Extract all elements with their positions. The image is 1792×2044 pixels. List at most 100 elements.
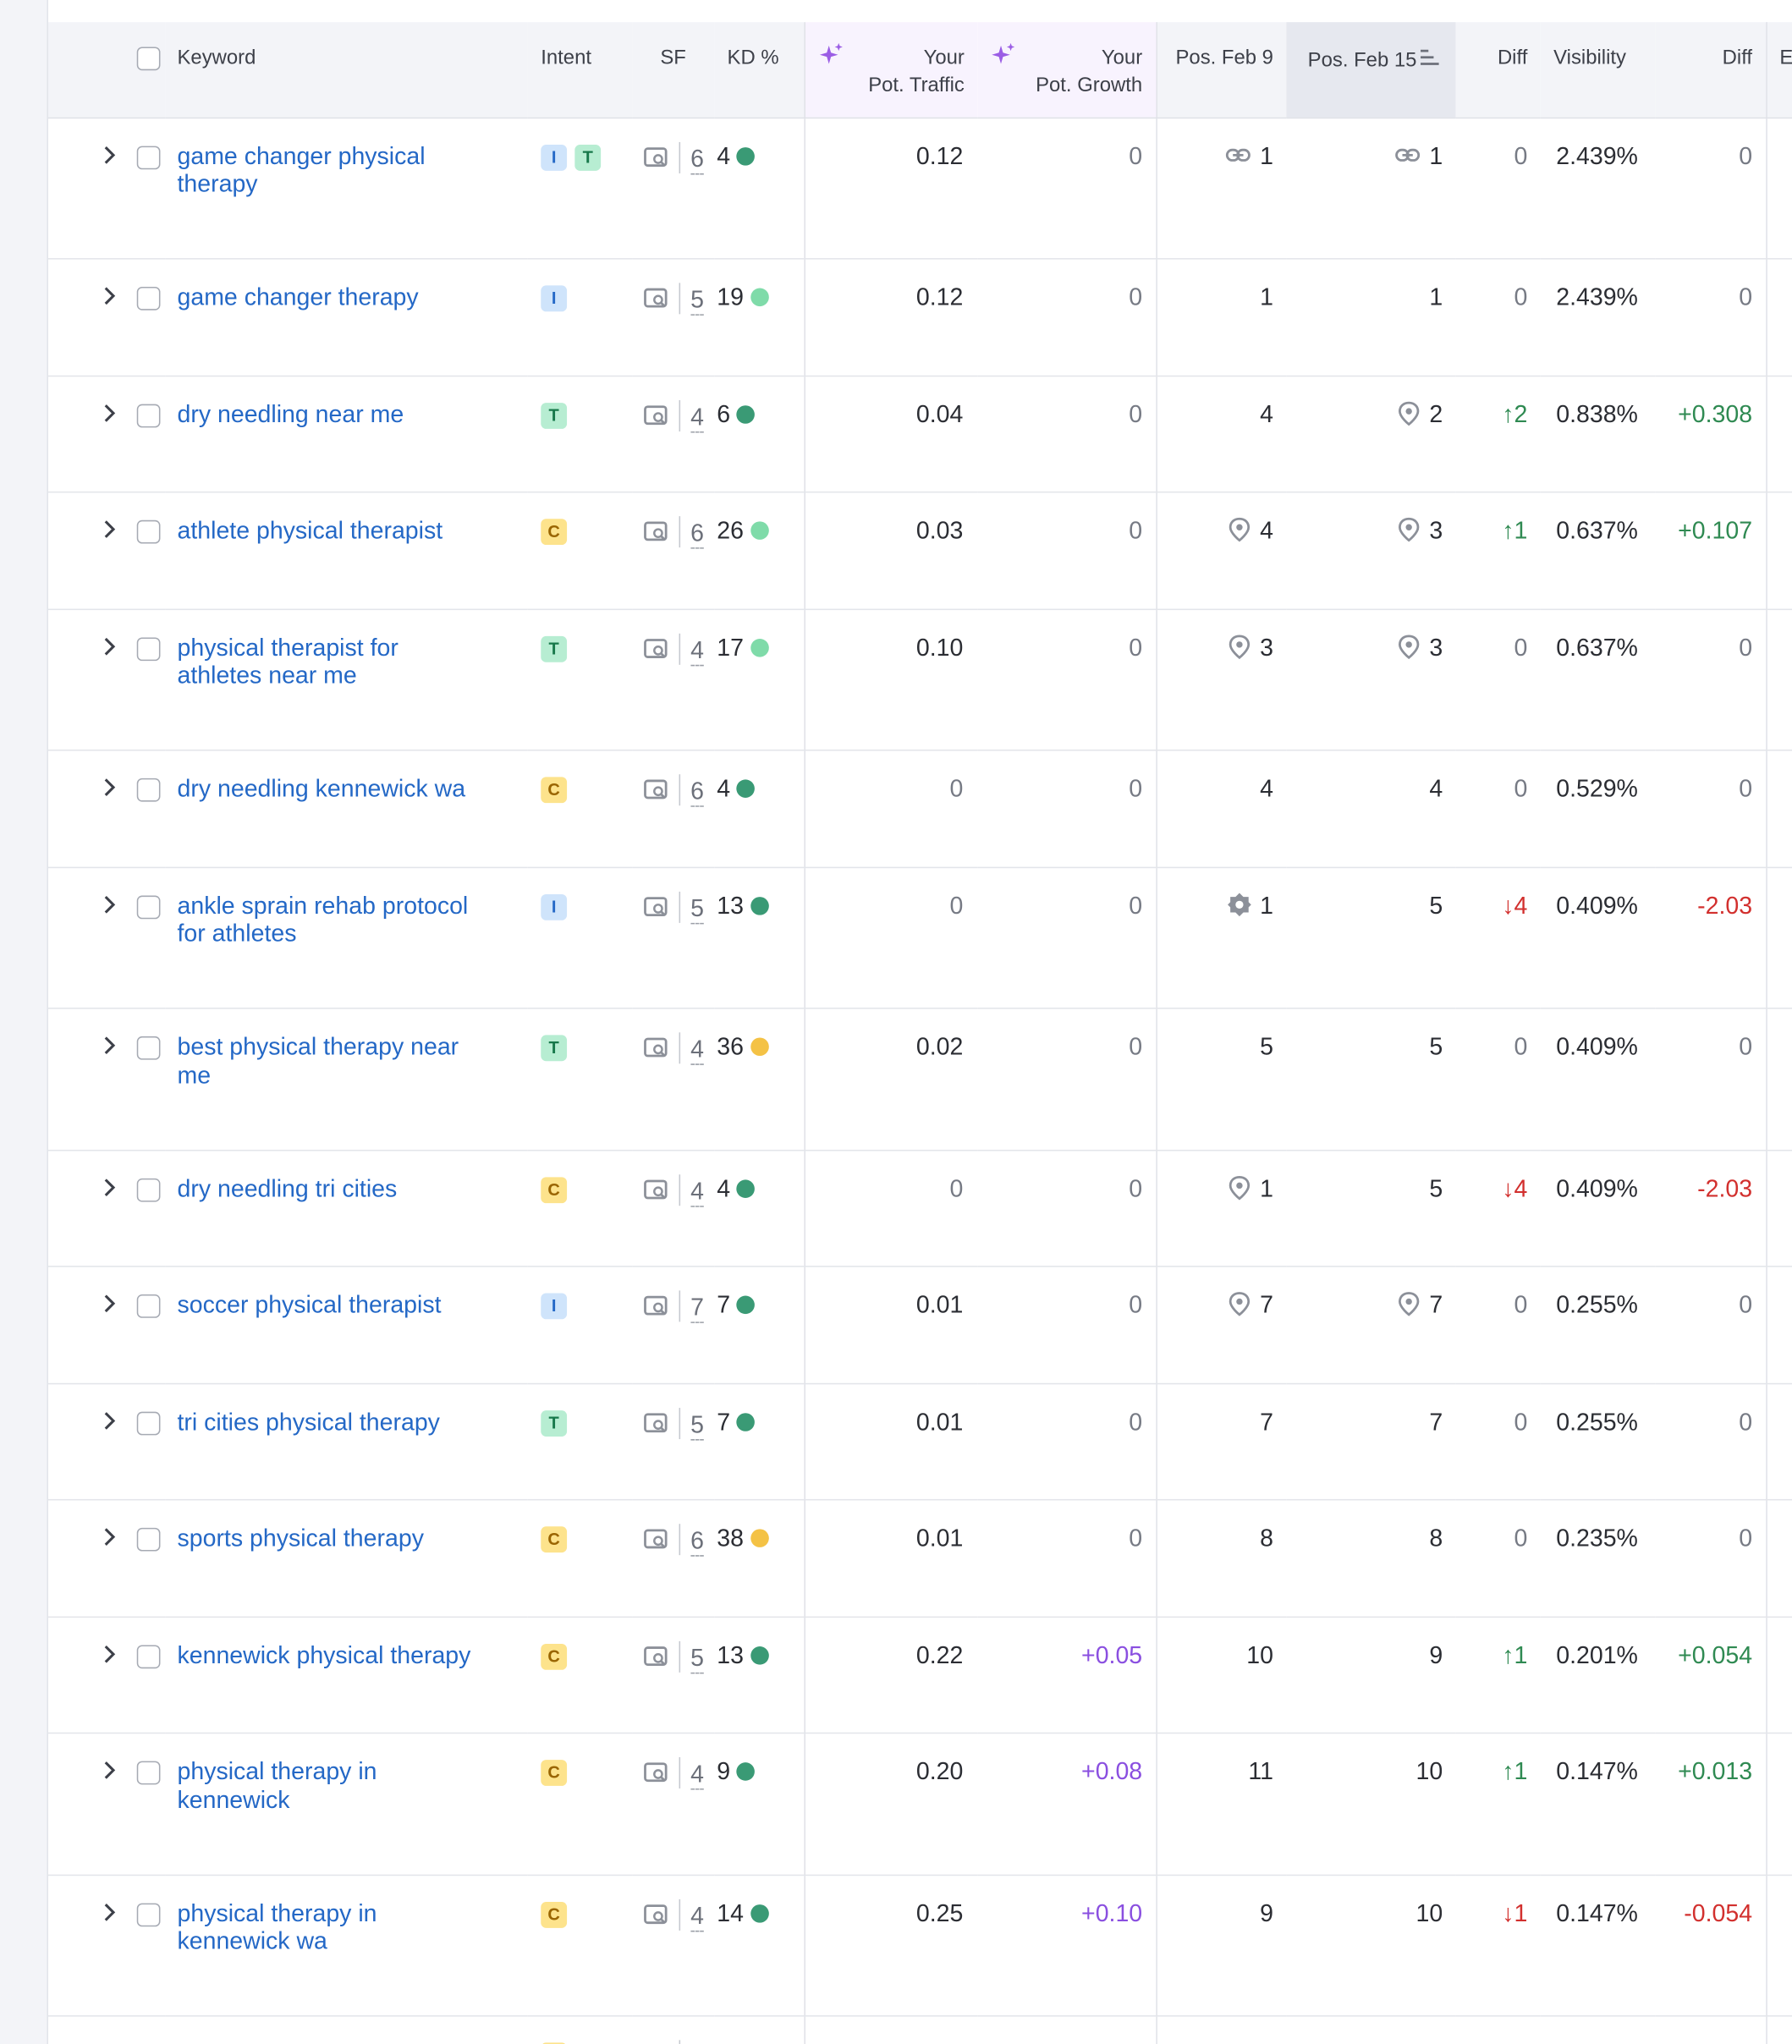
keyword-link[interactable]: game changer physical therapy: [177, 141, 426, 197]
row-checkbox[interactable]: [136, 636, 161, 661]
row-checkbox[interactable]: [136, 145, 161, 169]
position-text: 10: [1415, 1756, 1443, 1785]
pin-icon-svg: [1398, 400, 1419, 426]
pot-traffic: 0.02: [804, 1008, 978, 1151]
keyword-link[interactable]: dry needling near me: [177, 399, 404, 427]
row-checkbox[interactable]: [136, 1644, 161, 1668]
keyword-link[interactable]: dry needling tri cities: [177, 1173, 398, 1201]
position-diff-text: 0: [1514, 2040, 1527, 2044]
column-header[interactable]: Diff: [1455, 22, 1541, 118]
position-diff: ↑2: [1455, 375, 1541, 493]
expand-chevron[interactable]: [96, 2040, 123, 2044]
row-checkbox[interactable]: [136, 894, 161, 919]
kd-cell: 7: [714, 1382, 805, 1501]
column-header-text: Pos. Feb 9: [1175, 47, 1273, 69]
visibility-text: 0.147%: [1556, 1756, 1638, 1785]
expand-chevron[interactable]: [96, 283, 123, 310]
column-header[interactable]: Pos. Feb 9: [1156, 22, 1287, 118]
sf-cell: 4: [632, 1008, 715, 1151]
row-checkbox[interactable]: [136, 404, 161, 427]
position-cell: 1: [1156, 1149, 1287, 1267]
row-checkbox[interactable]: [136, 1294, 161, 1318]
expand-chevron-svg: [104, 404, 116, 421]
expand-chevron-svg: [104, 146, 116, 163]
expand-chevron[interactable]: [96, 1898, 123, 1926]
pin-icon-svg: [1229, 634, 1250, 659]
keyword-cell: kennewick physical therapy: [165, 1616, 528, 1734]
keyword-link[interactable]: tri cities physical therapy: [177, 1407, 440, 1435]
visibility: 0.409%: [1540, 1149, 1656, 1267]
column-header[interactable]: E: [1766, 22, 1792, 118]
keyword-link[interactable]: game changer therapy: [177, 283, 419, 310]
row-checkbox[interactable]: [136, 1178, 161, 1202]
expand-chevron[interactable]: [96, 633, 123, 660]
visibility-diff: 0: [1655, 117, 1767, 260]
visibility-diff: +0.054: [1655, 1616, 1767, 1734]
expand-chevron-svg: [96, 2040, 123, 2044]
expand-chevron[interactable]: [96, 1173, 123, 1201]
keyword-link[interactable]: physical therapy kennewick: [177, 2040, 470, 2044]
column-header[interactable]: Your Pot. Traffic: [804, 22, 978, 118]
sf-cell: 6: [632, 1499, 715, 1618]
row-checkbox[interactable]: [136, 519, 161, 544]
row-checkbox[interactable]: [136, 1902, 161, 1926]
row-checkbox[interactable]: [136, 778, 161, 802]
position-text: 3: [1429, 516, 1443, 544]
keyword-link[interactable]: dry needling kennewick wa: [177, 774, 466, 802]
position-cell: 7: [1286, 1266, 1456, 1384]
sf-count: 4: [690, 2042, 704, 2044]
visibility-text: 0.529%: [1556, 774, 1638, 802]
column-header[interactable]: Your Pot. Growth: [977, 22, 1157, 118]
position-text: 10: [1246, 1640, 1273, 1668]
serp-icon-svg: [643, 1762, 668, 1783]
position-text: 5: [1260, 1032, 1273, 1060]
column-header[interactable]: Pos. Feb 15: [1286, 22, 1456, 118]
serp-icon-svg: [643, 404, 668, 425]
expand-chevron[interactable]: [96, 1757, 123, 1784]
cut-cell: [1766, 866, 1792, 1009]
expand-chevron[interactable]: [96, 774, 123, 801]
pin-icon: [1226, 516, 1252, 543]
column-header[interactable]: KD %: [714, 22, 805, 118]
visibility-text: 0.201%: [1556, 1640, 1638, 1668]
keyword-link[interactable]: soccer physical therapist: [177, 1290, 442, 1318]
kd-value: 13: [717, 1640, 744, 1668]
expand-chevron[interactable]: [96, 1032, 123, 1059]
expand-chevron[interactable]: [96, 1640, 123, 1668]
expand-chevron[interactable]: [96, 891, 123, 918]
column-header-text: Your Pot. Growth: [1036, 47, 1143, 97]
keyword-link[interactable]: ankle sprain rehab protocol for athletes: [177, 891, 469, 947]
expand-chevron[interactable]: [96, 141, 123, 168]
expand-chevron[interactable]: [96, 399, 123, 426]
position-diff-text: 0: [1514, 1407, 1528, 1435]
select-all-checkbox[interactable]: [136, 47, 161, 71]
keyword-link[interactable]: kennewick physical therapy: [177, 1640, 471, 1668]
row-checkbox[interactable]: [136, 287, 161, 310]
expand-chevron[interactable]: [96, 1290, 123, 1317]
row-checkbox[interactable]: [136, 1036, 161, 1060]
keyword-link[interactable]: athlete physical therapist: [177, 516, 443, 544]
position-text: 4: [1429, 774, 1443, 802]
keyword-row: physical therapy in kennewick wa C 4 14 0.25…: [47, 1874, 1792, 2017]
keyword-link[interactable]: physical therapy in kennewick wa: [177, 1898, 377, 1954]
expand-chevron[interactable]: [96, 516, 123, 543]
row-checkbox[interactable]: [136, 1761, 161, 1785]
divider: [679, 633, 680, 665]
serp-icon-svg: [643, 1412, 668, 1432]
expand-chevron[interactable]: [96, 1524, 123, 1551]
keyword-link[interactable]: best physical therapy near me: [177, 1032, 459, 1088]
visibility-diff: 0: [1655, 1008, 1767, 1151]
keyword-link[interactable]: sports physical therapy: [177, 1524, 424, 1552]
row-checkbox[interactable]: [136, 1527, 161, 1552]
column-header[interactable]: Keyword: [165, 22, 528, 118]
column-header[interactable]: Diff: [1655, 22, 1767, 118]
expand-chevron[interactable]: [96, 1407, 123, 1434]
keyword-link[interactable]: physical therapist for athletes near me: [177, 633, 399, 689]
column-header[interactable]: Intent: [527, 22, 633, 118]
column-header[interactable]: SF: [632, 22, 715, 118]
row-checkbox[interactable]: [136, 1411, 161, 1435]
column-header[interactable]: Visibility: [1540, 22, 1656, 118]
position-diff: ↓1: [1455, 1874, 1541, 2017]
keyword-link[interactable]: physical therapy in kennewick: [177, 1756, 377, 1813]
kd-cell: 17: [714, 608, 805, 751]
